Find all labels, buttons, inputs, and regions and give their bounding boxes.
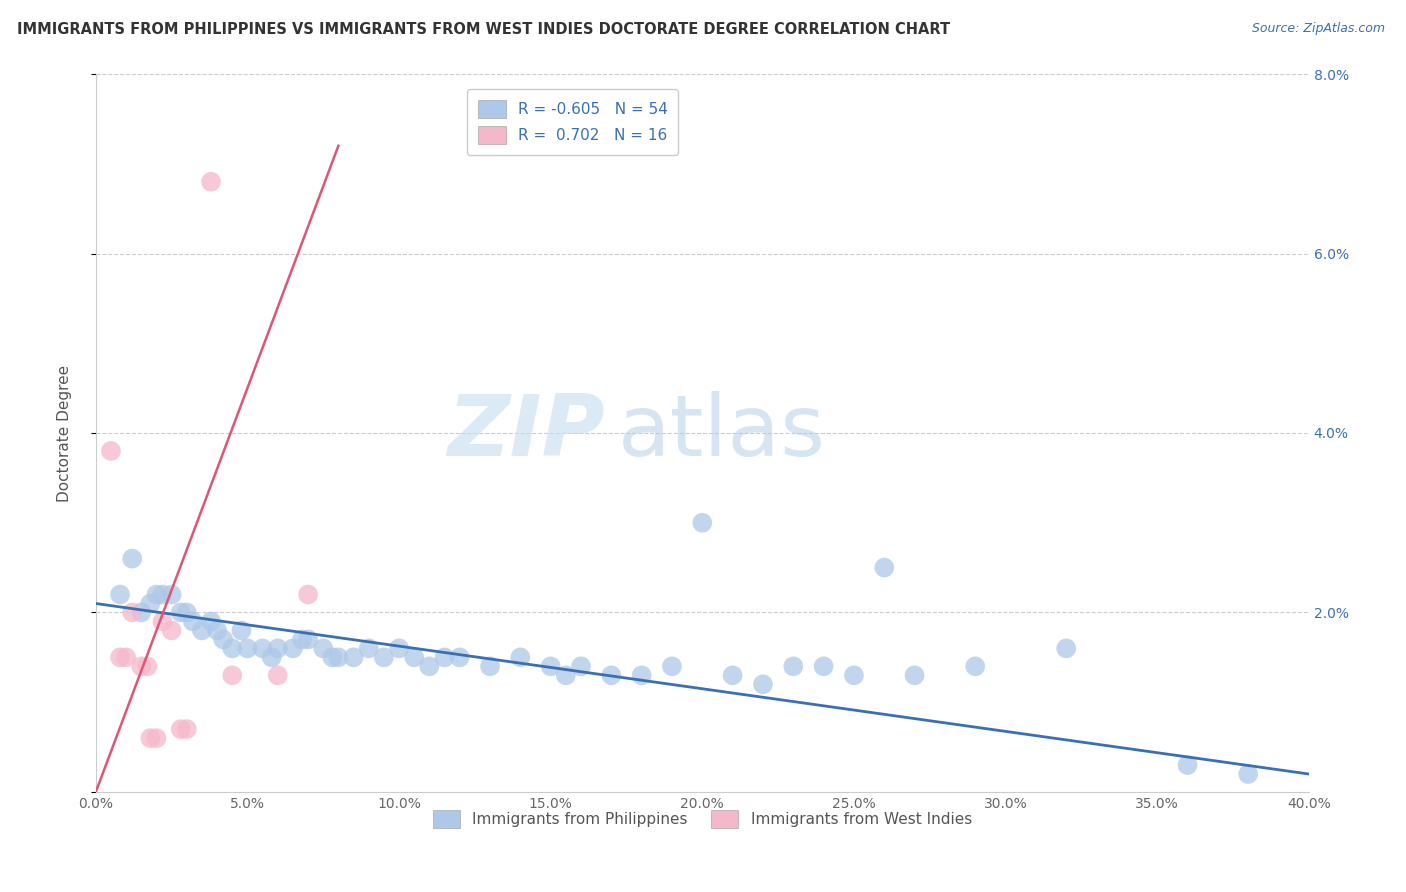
Point [200,615,222,629]
Point [813,659,835,673]
Point [1054,641,1077,656]
Point [152,588,174,602]
Point [231,624,253,638]
Point [129,606,152,620]
Point [357,641,380,656]
Point [600,668,623,682]
Point [903,668,925,682]
Point [160,588,183,602]
Point [139,597,162,611]
Point [221,668,243,682]
Point [267,668,290,682]
Point [297,588,319,602]
Text: atlas: atlas [617,392,825,475]
Point [200,175,222,189]
Point [312,641,335,656]
Point [160,624,183,638]
Point [108,650,131,665]
Text: ZIP: ZIP [447,392,605,475]
Point [176,606,198,620]
Point [842,668,865,682]
Point [554,668,576,682]
Point [321,650,343,665]
Text: IMMIGRANTS FROM PHILIPPINES VS IMMIGRANTS FROM WEST INDIES DOCTORATE DEGREE CORR: IMMIGRANTS FROM PHILIPPINES VS IMMIGRANT… [17,22,950,37]
Point [1237,767,1260,781]
Point [191,624,214,638]
Point [176,722,198,736]
Point [170,606,193,620]
Point [121,551,143,566]
Text: Source: ZipAtlas.com: Source: ZipAtlas.com [1251,22,1385,36]
Point [236,641,259,656]
Point [181,615,204,629]
Point [297,632,319,647]
Point [145,588,167,602]
Point [152,615,174,629]
Point [1177,758,1199,772]
Point [569,659,592,673]
Point [540,659,562,673]
Point [873,560,896,574]
Point [136,659,159,673]
Point [342,650,364,665]
Point [782,659,804,673]
Legend: Immigrants from Philippines, Immigrants from West Indies: Immigrants from Philippines, Immigrants … [426,804,979,835]
Point [252,641,274,656]
Point [145,731,167,745]
Point [291,632,314,647]
Point [692,516,714,530]
Point [449,650,471,665]
Point [139,731,162,745]
Point [212,632,235,647]
Point [115,650,138,665]
Point [388,641,411,656]
Point [404,650,426,665]
Y-axis label: Doctorate Degree: Doctorate Degree [58,365,72,501]
Point [221,641,243,656]
Point [170,722,193,736]
Point [267,641,290,656]
Point [328,650,350,665]
Point [260,650,283,665]
Point [129,659,152,673]
Point [373,650,395,665]
Point [281,641,304,656]
Point [509,650,531,665]
Point [121,606,143,620]
Point [108,588,131,602]
Point [965,659,987,673]
Point [721,668,744,682]
Point [661,659,683,673]
Point [100,444,122,458]
Point [433,650,456,665]
Point [630,668,652,682]
Point [752,677,775,691]
Point [205,624,228,638]
Point [418,659,440,673]
Point [479,659,502,673]
